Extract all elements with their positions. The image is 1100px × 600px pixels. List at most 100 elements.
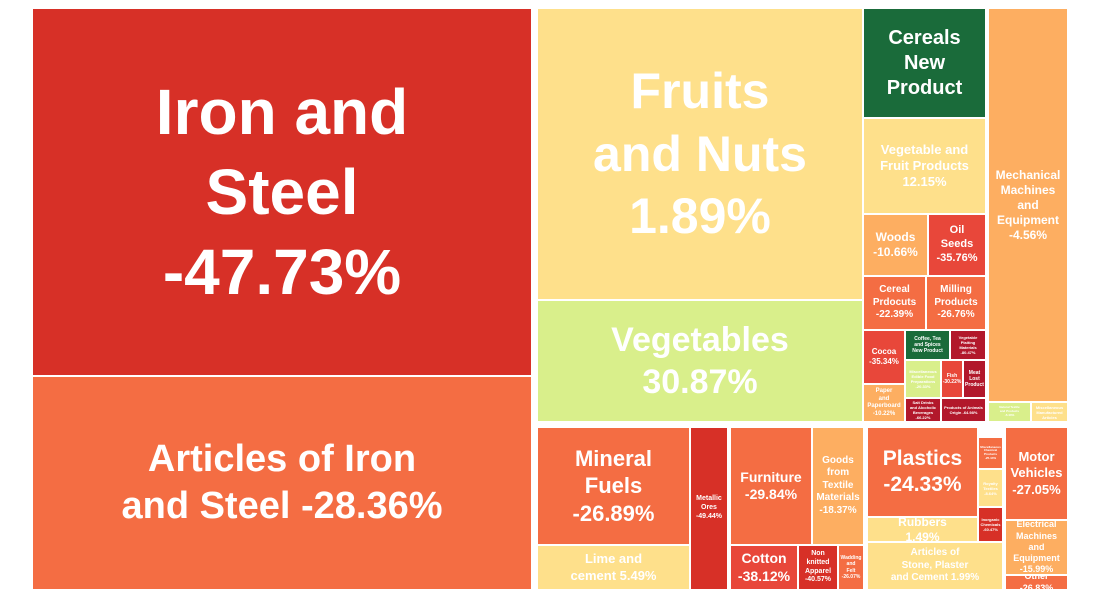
tile-label-line: Equipment (1013, 553, 1060, 564)
tile-label: Furniture -29.84% (739, 468, 802, 505)
tile-label: Coffee, Tea and Spices New Product (911, 335, 944, 356)
tile-label-line: Felt (846, 567, 856, 574)
tile-label: Salt Drinks and Alcoholic Beverages -66.22% (909, 399, 937, 421)
tile-label-line: Steel (205, 156, 359, 228)
tile-label-line: and Products (999, 409, 1020, 414)
tile-label: Vegetables 30.87% (610, 318, 790, 405)
tile-label-line: -80.47% (960, 350, 976, 355)
tile-label-line: 1.89% (629, 188, 771, 245)
tile-label: Inorganic Chemicals -60.47% (979, 516, 1001, 533)
tile-label-line: -26.07% (841, 573, 861, 580)
tile-label-line: Natural Textile (999, 405, 1020, 410)
tile-label: Meat Lost Product (964, 369, 985, 390)
tile-label-line: -10.66% (873, 245, 918, 259)
tile-label: Plastics -24.33% (882, 445, 963, 500)
tile-label-line: Articles (1042, 414, 1057, 420)
treemap-tile: Products of Animals Origin -64.98% (941, 398, 986, 422)
tile-label-line: -20.33% (915, 384, 931, 389)
tile-label-line: Fuels (584, 473, 643, 499)
tile-label-line: Salt Drinks (912, 400, 934, 405)
tile-label-line: Chemical (983, 448, 998, 453)
tile-label-line: Seeds (940, 238, 974, 251)
treemap-tile: Vegetable and Fruit Products 12.15% (863, 118, 986, 214)
tile-label-line: -60.47% (983, 527, 998, 532)
tile-label-line: -4.56% (1008, 227, 1047, 242)
tile-label-line: Products (934, 296, 978, 308)
tile-label-line: -18.37% (819, 504, 857, 516)
treemap-tile: Rubbers 1.49% (867, 517, 978, 542)
tile-label-line: Mineral (574, 445, 652, 471)
treemap-tile: Meat Lost Product (963, 360, 986, 398)
tile-label-line: Meat (968, 369, 981, 376)
tile-label-line: -66.22% (915, 415, 931, 420)
tile-label-line: -15.99% (1019, 564, 1054, 575)
tile-label-line: -26.89% (572, 500, 655, 526)
treemap-tile: Other -26.83% (1005, 575, 1068, 590)
tile-label: Miscellaneous Edible Food Preparations -20.… (908, 368, 937, 390)
treemap-tile: Furniture -29.84% (730, 427, 812, 545)
tile-label-line: Paper (875, 388, 893, 394)
tile-label-line: Royalty (983, 480, 998, 486)
tile-label-line: Cotton (741, 550, 787, 566)
tile-label-line: Product (965, 382, 984, 389)
tile-label-line: 1.49% (905, 529, 940, 542)
tile-label-line: Edible Food (911, 374, 935, 379)
tile-label-line: -35.76% (936, 251, 978, 264)
tile-label: Cereals New Product (886, 25, 964, 102)
tile-label-line: 30.87% (642, 363, 758, 401)
tile-label: Vegetable and Fruit Products 12.15% (879, 141, 970, 192)
tile-label: Electrical Machines and Equipment -15.99% (1006, 521, 1067, 575)
tile-label-line: -24.33% (883, 473, 962, 496)
tile-label-line: -22.39% (875, 309, 914, 321)
tile-label: Motor Vehicles -27.05% (1009, 448, 1063, 499)
tile-label-line: from (826, 467, 850, 479)
tile-label-line: -38.12% (737, 567, 791, 584)
tile-label-line: Miscellaneous (1035, 404, 1064, 410)
tile-label-line: Manufactured (1036, 409, 1063, 415)
tile-label-line: Apparel (804, 567, 832, 575)
tile-label-line: Articles of Iron (147, 437, 417, 480)
treemap-tile: Woods -10.66% (863, 214, 928, 276)
tile-label-line: Articles of (910, 547, 960, 559)
tile-label: Miscellaneous Chemical Products -25.44% (979, 445, 1002, 462)
tile-label-line: -47.73% (162, 236, 402, 308)
treemap-tile: Articles of Stone, Plaster and Cement 1.99… (867, 542, 1003, 590)
tile-label-line: Materials (959, 345, 977, 350)
treemap-tile: Lime and cement 5.49% (537, 545, 690, 590)
tile-label-line: Product (886, 76, 963, 99)
tile-label-line: and Alcoholic (909, 405, 937, 410)
tile-label-line: and (878, 395, 890, 402)
treemap-tile: Metallic Ores -49.44% (690, 427, 728, 590)
treemap-tile: Miscellaneous Edible Food Preparations -20.… (905, 360, 941, 398)
treemap-tile: Miscellaneous Chemical Products -25.44% (978, 437, 1003, 469)
tile-label-line: Milling (940, 284, 972, 296)
tile-label-line: Fish (946, 372, 958, 379)
tile-label-line: and Spices (914, 341, 941, 348)
tile-label-line: Vegetable (958, 335, 978, 340)
tile-label-line: Non (811, 550, 825, 557)
tile-label-line: Plastics (882, 446, 963, 470)
tile-label-line: Products of Animals (944, 405, 983, 410)
tile-label-line: Inorganic (981, 517, 1000, 522)
tile-label: Woods -10.66% (872, 229, 919, 261)
tile-label-line: -27.05% (1012, 481, 1061, 497)
tile-label-line: Materials (816, 492, 860, 504)
treemap-tile: Cotton -38.12% (730, 545, 798, 590)
treemap-tile: Coffee, Tea and Spices New Product (905, 330, 950, 360)
tile-label: Rubbers 1.49% (897, 517, 948, 542)
treemap-tile: Fish -30.22% (941, 360, 963, 398)
tile-label-line: Cereals (888, 26, 961, 49)
tile-label-line: Vegetables (611, 320, 789, 359)
tile-label: Cocoa -35.34% (868, 346, 900, 368)
tile-label-line: Paperboard (867, 403, 901, 409)
tile-label-line: Machines (1000, 182, 1056, 197)
treemap-tile: Natural Textile and Products -5.43% (988, 402, 1031, 422)
tile-label-line: Vehicles (1010, 465, 1063, 481)
tile-label-line: Fruits (630, 63, 770, 120)
tile-label-line: Beverages (912, 410, 934, 415)
tile-label-line: Fruit Products (880, 157, 969, 173)
treemap-tile: Iron and Steel -47.73% (32, 8, 532, 376)
tile-label-line: Rubbers (898, 517, 947, 529)
tile-label-line: -25.44% (984, 455, 997, 460)
